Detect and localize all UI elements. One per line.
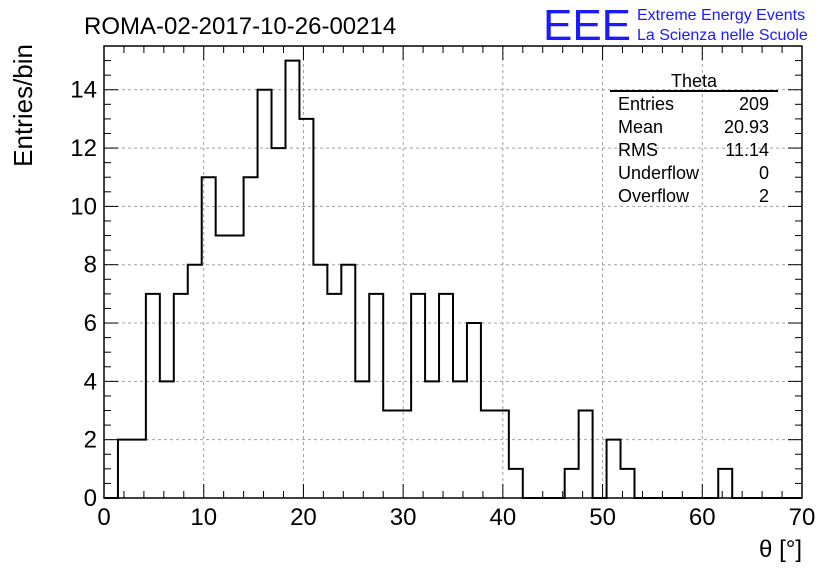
y-tick-label: 12 (70, 135, 97, 162)
x-axis-label: θ [°] (759, 536, 802, 563)
stats-label: Underflow (618, 163, 700, 183)
histogram-line (104, 59, 802, 499)
x-tick-label: 70 (789, 504, 816, 531)
stats-value: 11.14 (725, 140, 769, 160)
logo-caption-line1: Extreme Energy Events (637, 7, 805, 24)
y-tick-label: 2 (84, 427, 97, 454)
x-tick-label: 60 (689, 504, 716, 531)
y-tick-label: 8 (84, 252, 97, 279)
x-tick-label: 50 (589, 504, 616, 531)
y-tick-label: 6 (84, 310, 97, 337)
y-tick-label: 10 (70, 193, 97, 220)
stats-title: Theta (671, 71, 718, 91)
x-tick-label: 10 (190, 504, 217, 531)
x-tick-label: 20 (290, 504, 317, 531)
eee-logo: EEE (543, 1, 631, 50)
stats-value: 20.93 (724, 117, 769, 137)
stats-value: 209 (739, 94, 769, 114)
logo-caption-line2: La Scienza nelle Scuole (637, 27, 808, 44)
stats-label: Entries (618, 94, 674, 114)
stats-value: 2 (759, 186, 769, 206)
axis-ticks (103, 45, 803, 499)
x-tick-label: 40 (490, 504, 517, 531)
y-tick-label: 4 (84, 368, 97, 395)
stats-label: RMS (618, 140, 658, 160)
grid-lines (104, 46, 802, 498)
stats-box: Theta Entries 209 Mean 20.93 RMS 11.14 Underfl… (610, 71, 778, 206)
stats-label: Overflow (618, 186, 690, 206)
y-tick-label: 0 (84, 485, 97, 512)
x-tick-label: 30 (390, 504, 417, 531)
stats-value: 0 (759, 163, 769, 183)
plot-frame (103, 45, 803, 499)
y-tick-label: 14 (70, 77, 97, 104)
run-title: ROMA-02-2017-10-26-00214 (84, 13, 396, 40)
y-axis-label: Entries/bin (8, 44, 38, 167)
x-tick-label: 0 (97, 504, 110, 531)
stats-label: Mean (618, 117, 663, 137)
